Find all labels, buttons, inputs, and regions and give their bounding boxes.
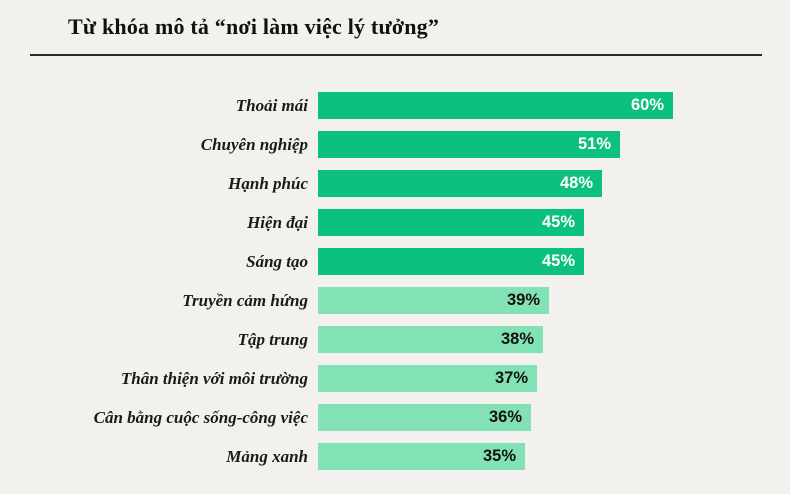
bar-row: Truyền cảm hứng 39% <box>0 281 790 320</box>
bar: 48% <box>318 170 602 197</box>
bar-category-label: Thân thiện với môi trường <box>120 368 308 388</box>
title-divider <box>30 54 762 56</box>
bar-row: Thoải mái 60% <box>0 86 790 125</box>
bar-value-label: 35% <box>482 447 516 465</box>
bar-category-label: Tập trung <box>237 329 308 349</box>
bar: 45% <box>318 248 584 275</box>
bar-value-label: 48% <box>559 174 593 192</box>
bar-row: Sáng tạo 45% <box>0 242 790 281</box>
bar: 51% <box>318 131 620 158</box>
bar: 39% <box>318 287 549 314</box>
bar-category-label: Hiện đại <box>247 212 308 232</box>
bar-value-label: 37% <box>494 369 528 387</box>
bar-value-label: 51% <box>577 135 611 153</box>
bar-chart: Thoải mái 60% Chuyên nghiệp 51% Hạnh phúc 48%… <box>0 86 790 476</box>
bar-row: Mảng xanh 35% <box>0 437 790 476</box>
bar-category-label: Thoải mái <box>235 95 308 115</box>
bar-row: Tập trung 38% <box>0 320 790 359</box>
bar-category-label: Sáng tạo <box>246 251 308 271</box>
bar: 38% <box>318 326 543 353</box>
bar-row: Hiện đại 45% <box>0 203 790 242</box>
bar: 36% <box>318 404 531 431</box>
chart-title: Từ khóa mô tả “nơi làm việc lý tưởng” <box>68 14 440 39</box>
bar-value-label: 38% <box>500 330 534 348</box>
bar-value-label: 39% <box>506 291 540 309</box>
bar-category-label: Chuyên nghiệp <box>200 134 308 154</box>
bar-row: Cân bằng cuộc sống-công việc 36% <box>0 398 790 437</box>
bar-row: Thân thiện với môi trường 37% <box>0 359 790 398</box>
bar-value-label: 36% <box>488 408 522 426</box>
bar-category-label: Hạnh phúc <box>228 173 308 193</box>
bar-value-label: 45% <box>541 252 575 270</box>
bar-row: Hạnh phúc 48% <box>0 164 790 203</box>
bar-category-label: Mảng xanh <box>226 446 308 466</box>
bar-value-label: 45% <box>541 213 575 231</box>
bar: 35% <box>318 443 525 470</box>
bar: 37% <box>318 365 537 392</box>
bar-category-label: Cân bằng cuộc sống-công việc <box>93 407 308 427</box>
bar-value-label: 60% <box>630 96 664 114</box>
bar: 60% <box>318 92 673 119</box>
bar-category-label: Truyền cảm hứng <box>182 290 308 310</box>
bar: 45% <box>318 209 584 236</box>
bar-row: Chuyên nghiệp 51% <box>0 125 790 164</box>
